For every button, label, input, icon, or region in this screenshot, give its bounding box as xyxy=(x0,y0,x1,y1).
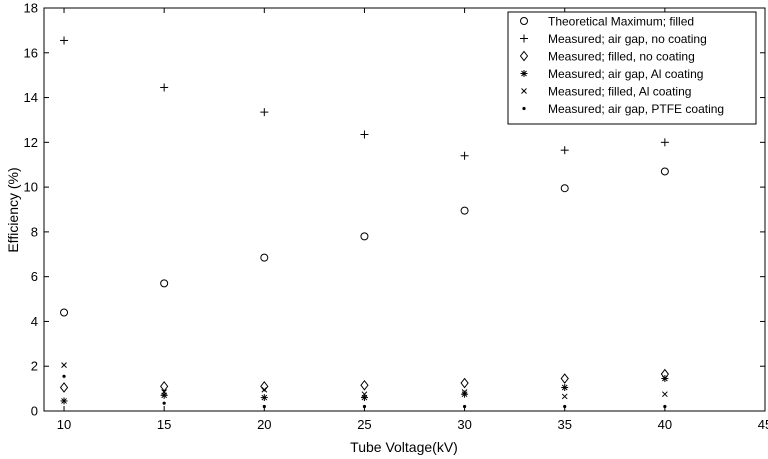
data-point-diamond xyxy=(260,381,269,392)
data-point-circle xyxy=(660,167,669,176)
y-tick-label: 6 xyxy=(31,269,38,284)
y-tick-label: 0 xyxy=(31,404,38,419)
legend-marker-asterisk xyxy=(520,70,528,77)
x-axis-title: Tube Voltage(kV) xyxy=(350,439,458,455)
data-point-plus xyxy=(260,108,269,117)
data-point-asterisk xyxy=(360,394,368,402)
data-point-plus xyxy=(60,36,69,45)
y-axis-title: Efficiency (%) xyxy=(5,167,21,252)
data-point-circle xyxy=(460,206,469,215)
y-tick-label: 16 xyxy=(24,45,38,60)
data-point-plus xyxy=(160,83,169,92)
data-point-asterisk xyxy=(661,375,669,383)
data-point-x xyxy=(361,391,368,398)
data-point-diamond xyxy=(360,379,369,391)
y-tick-label: 14 xyxy=(24,90,38,105)
data-point-circle xyxy=(360,232,369,241)
legend-marker-diamond xyxy=(519,50,529,62)
data-point-dot xyxy=(162,401,166,405)
legend-label: Measured; filled, no coating xyxy=(548,50,695,64)
y-tick-label: 2 xyxy=(31,359,38,374)
data-point-plus xyxy=(460,151,469,160)
legend-marker-dot xyxy=(522,106,526,111)
data-point-diamond xyxy=(160,381,169,392)
data-point-circle xyxy=(260,253,269,262)
data-point-dot xyxy=(563,404,567,409)
data-point-dot xyxy=(362,404,367,409)
x-axis-ticks: 10 15 20 25 30 35 40 45 xyxy=(57,8,768,432)
x-tick-label: 40 xyxy=(658,417,672,432)
data-point-circle xyxy=(160,279,169,288)
data-point-asterisk xyxy=(60,397,68,405)
data-point-plus xyxy=(360,130,369,139)
data-point-plus xyxy=(660,138,669,147)
data-point-plus xyxy=(560,146,569,155)
data-point-circle xyxy=(560,184,569,193)
data-point-asterisk xyxy=(561,383,569,391)
legend: Theoretical Maximum; filled Measured; air… xyxy=(507,11,757,125)
data-point-dot xyxy=(462,404,467,409)
y-axis-ticks: 0 2 4 6 8 10 12 14 16 18 xyxy=(24,1,765,419)
x-tick-label: 45 xyxy=(758,417,768,432)
data-point-x xyxy=(461,389,468,395)
y-tick-label: 4 xyxy=(31,314,38,329)
y-tick-label: 8 xyxy=(31,224,38,239)
x-tick-label: 15 xyxy=(157,417,171,432)
legend-marker-circle xyxy=(520,17,528,25)
data-point-diamond xyxy=(560,373,569,384)
data-point-asterisk xyxy=(160,391,168,399)
legend-marker-plus xyxy=(520,34,528,43)
data-point-x xyxy=(61,362,67,368)
data-point-x xyxy=(561,393,568,400)
data-point-circle xyxy=(60,308,69,317)
legend-label: Measured; air gap, no coating xyxy=(548,32,707,46)
data-point-diamond xyxy=(59,382,69,393)
x-tick-label: 10 xyxy=(57,417,71,432)
data-point-dot xyxy=(62,374,66,378)
legend-label: Measured; air gap, PTFE coating xyxy=(548,102,724,116)
y-tick-label: 18 xyxy=(24,1,38,16)
legend-label: Measured; air gap, Al coating xyxy=(548,67,703,81)
data-point-x xyxy=(261,386,268,393)
data-point-diamond xyxy=(460,377,469,389)
x-tick-label: 20 xyxy=(257,417,271,432)
x-tick-label: 35 xyxy=(557,417,571,432)
legend-marker-x xyxy=(521,88,527,94)
data-points xyxy=(59,36,669,409)
data-point-x xyxy=(161,389,168,395)
x-tick-label: 30 xyxy=(457,417,471,432)
data-point-asterisk xyxy=(260,394,268,402)
legend-box xyxy=(507,11,757,125)
legend-label: Theoretical Maximum; filled xyxy=(548,15,694,29)
y-tick-label: 10 xyxy=(24,180,38,195)
data-point-dot xyxy=(262,404,266,409)
legend-label: Measured; filled, Al coating xyxy=(548,85,691,99)
x-tick-label: 25 xyxy=(357,417,371,432)
y-tick-label: 12 xyxy=(24,135,38,150)
data-point-dot xyxy=(663,404,667,409)
data-point-x xyxy=(662,391,668,398)
